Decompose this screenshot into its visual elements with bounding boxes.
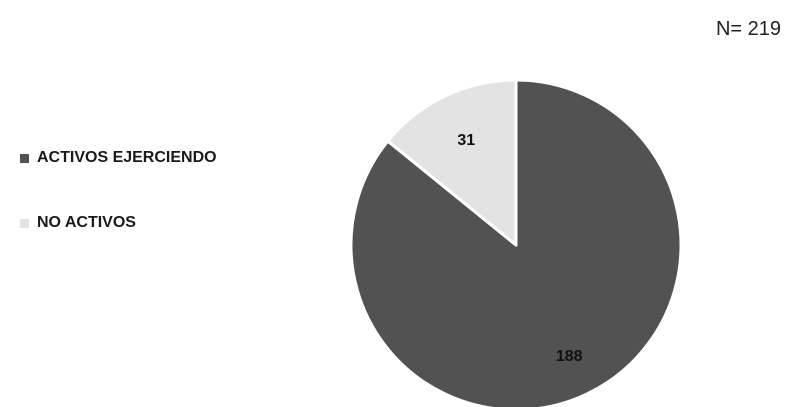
legend-item-no-activos: NO ACTIVOS: [20, 211, 217, 235]
pie-slice-activos-ejerciendo: [349, 78, 683, 407]
chart-legend: ACTIVOS EJERCIENDO NO ACTIVOS: [20, 146, 217, 276]
pie-slice-no-activos: [386, 78, 518, 247]
legend-swatch-activos-ejerciendo: [20, 153, 29, 163]
sample-size-label: N= 219: [715, 18, 781, 40]
data-label-activos-ejerciendo: 188: [556, 348, 583, 365]
legend-label-activos-ejerciendo: ACTIVOS EJERCIENDO: [37, 149, 217, 166]
data-label-no-activos: 31: [457, 132, 475, 149]
legend-item-activos-ejerciendo: ACTIVOS EJERCIENDO: [20, 146, 217, 170]
legend-label-no-activos: NO ACTIVOS: [37, 214, 136, 231]
legend-swatch-no-activos: [20, 218, 29, 228]
